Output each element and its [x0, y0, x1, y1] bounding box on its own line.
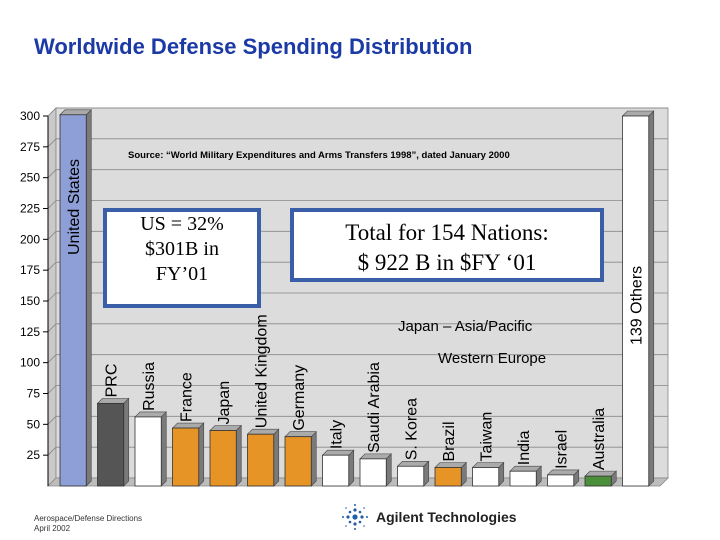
bar-top: [96, 398, 130, 404]
bar: [172, 427, 200, 487]
gridline-diagonal: [47, 354, 57, 363]
bar-side: [123, 397, 130, 487]
y-tick-label: 150: [20, 294, 40, 308]
category-label: Taiwan: [479, 412, 496, 462]
bar-top: [134, 411, 167, 418]
bar-side: [310, 430, 317, 487]
gridline-diagonal: [47, 169, 57, 178]
bar-top: [546, 469, 580, 476]
y-tick-label: 175: [20, 263, 40, 277]
bar: [434, 467, 462, 487]
total-spending-box: Total for 154 Nations: $ 922 B in $FY ‘0…: [290, 208, 604, 282]
category-label: Japan: [216, 381, 233, 425]
y-tick-label: 250: [20, 171, 40, 185]
y-tick-label: 300: [20, 109, 40, 123]
total-line-2: $ 922 B in $FY ‘01: [357, 250, 537, 275]
bar-top: [396, 460, 430, 467]
y-tick-label: 100: [20, 356, 40, 370]
gridline-diagonal: [47, 385, 57, 394]
bar: [209, 430, 237, 487]
gridline-diagonal: [47, 323, 57, 333]
gridline-diagonal: [47, 231, 57, 240]
page-title: Worldwide Defense Spending Distribution: [34, 34, 473, 59]
total-line-1: Total for 154 Nations:: [345, 220, 549, 245]
bar-side: [648, 110, 655, 487]
footer-note: Aerospace/Defense Directions April 2002: [34, 514, 142, 534]
bar-side: [85, 109, 92, 487]
y-tick-label: 75: [27, 387, 41, 401]
y-tick-label: 225: [20, 202, 40, 216]
gridline-diagonal: [47, 416, 57, 425]
bar-side: [235, 424, 242, 487]
category-label: PRC: [104, 364, 121, 398]
bar-top: [246, 428, 280, 435]
bar: [322, 454, 350, 487]
bar-side: [385, 453, 392, 487]
bar: [284, 436, 312, 487]
category-label: S. Korea: [404, 398, 421, 460]
bar-side: [273, 428, 280, 487]
us-share-line-3: FY’01: [155, 263, 209, 285]
bar-top: [321, 449, 355, 456]
bar: [547, 474, 575, 487]
bar-top: [359, 453, 392, 460]
gridline-diagonal: [47, 261, 57, 271]
category-label: Russia: [141, 362, 158, 411]
footer-line-2: April 2002: [34, 524, 71, 533]
category-label: Australia: [591, 408, 608, 470]
us-share-line-2: $301B in: [145, 238, 219, 260]
category-label: United Kingdom: [254, 314, 271, 428]
footer-line-1: Aerospace/Defense Directions: [34, 514, 143, 523]
bar-side: [160, 411, 167, 487]
y-tick-label: 50: [27, 417, 41, 431]
y-tick-label: 25: [27, 448, 41, 462]
gridline-diagonal: [47, 107, 57, 117]
source-note: Source: “World Military Expenditures and…: [128, 150, 510, 161]
logo-text: Agilent Technologies: [376, 509, 517, 525]
bar: [134, 416, 162, 487]
category-label: United States: [66, 159, 83, 255]
gridline-diagonal: [47, 292, 57, 302]
bar-top: [171, 422, 205, 429]
category-label: Saudi Arabia: [366, 362, 383, 453]
bar-top: [584, 470, 617, 477]
us-share-box: US = 32% $301B in FY’01: [103, 208, 261, 308]
category-label: Israel: [554, 430, 571, 469]
bar-side: [198, 422, 205, 487]
y-tick-label: 275: [20, 140, 40, 154]
region-label-western-europe: Western Europe: [438, 350, 547, 367]
y-tick-label: 125: [20, 325, 40, 339]
category-label: India: [516, 430, 533, 465]
bar: [397, 465, 425, 487]
category-label: 139 Others: [629, 266, 646, 345]
bar-top: [59, 109, 92, 116]
gridline-diagonal: [47, 446, 57, 456]
y-tick-label: 200: [20, 232, 40, 246]
gridline-diagonal: [47, 138, 57, 148]
spark-logo-icon: [342, 504, 368, 530]
bar: [59, 114, 87, 487]
region-label-japan-asia: Japan – Asia/Pacific: [398, 318, 533, 335]
category-label: France: [179, 372, 196, 422]
company-logo: Agilent Technologies: [340, 502, 517, 532]
bar: [359, 458, 387, 487]
bar-top: [509, 465, 542, 472]
category-label: Germany: [291, 365, 308, 431]
bar: [472, 467, 500, 487]
bar-top: [471, 462, 505, 468]
bar-top: [284, 431, 317, 437]
bar: [97, 402, 125, 487]
category-label: Italy: [329, 420, 346, 449]
gridline-diagonal: [47, 200, 57, 209]
bar-side: [348, 449, 355, 487]
category-label: Brazil: [441, 421, 458, 461]
bar: [622, 115, 650, 487]
us-share-line-1: US = 32%: [140, 213, 224, 235]
bar: [247, 433, 275, 487]
bar-top: [209, 425, 242, 431]
bar-top: [434, 462, 467, 468]
bar: [584, 475, 612, 487]
bar-top: [621, 110, 655, 117]
bar: [509, 470, 537, 487]
